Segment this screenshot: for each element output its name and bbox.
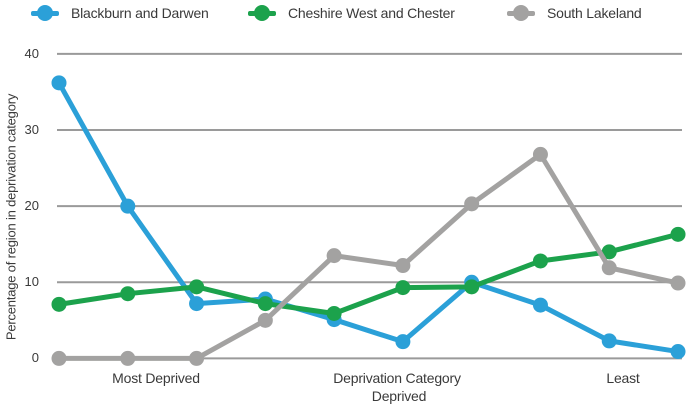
- y-tick-label: 30: [24, 122, 39, 138]
- data-point: [670, 226, 686, 242]
- series-line: [56, 151, 681, 361]
- data-point: [601, 260, 617, 276]
- data-point: [601, 333, 617, 349]
- data-point: [257, 296, 273, 312]
- data-point: [189, 279, 205, 295]
- data-point: [395, 334, 411, 350]
- data-point: [120, 286, 136, 302]
- data-point: [464, 279, 480, 295]
- y-tick-label: 20: [24, 198, 39, 214]
- data-point: [120, 198, 136, 214]
- data-point: [189, 296, 205, 312]
- y-tick-label: 40: [24, 45, 39, 61]
- data-point: [326, 305, 342, 321]
- data-point: [532, 146, 548, 162]
- y-tick-label: 10: [24, 274, 39, 290]
- legend-item-south-lakeland: South Lakeland: [507, 4, 642, 22]
- data-point: [670, 344, 686, 360]
- data-point: [532, 253, 548, 269]
- dot-icon: [513, 5, 529, 21]
- x-tick-label-most-deprived: Most Deprived: [112, 370, 200, 386]
- legend-item-blackburn: Blackburn and Darwen: [31, 4, 209, 22]
- data-point: [326, 248, 342, 264]
- data-point: [601, 244, 617, 260]
- x-tick-label-deprived: Deprived: [371, 388, 427, 404]
- data-point: [464, 196, 480, 212]
- line-marker-icon: [507, 5, 535, 21]
- data-point: [395, 258, 411, 274]
- data-point: [395, 280, 411, 296]
- dot-icon: [37, 5, 53, 21]
- data-point: [51, 350, 67, 366]
- data-point: [51, 296, 67, 312]
- x-axis-title: Deprivation Category: [333, 370, 461, 386]
- data-point: [51, 75, 67, 91]
- series-line: [56, 231, 681, 316]
- dot-icon: [254, 5, 270, 21]
- data-point: [189, 350, 205, 366]
- y-tick-label: 0: [31, 350, 39, 366]
- line-marker-icon: [31, 5, 59, 21]
- data-point: [670, 275, 686, 291]
- line-marker-icon: [248, 5, 276, 21]
- series-line: [56, 80, 681, 355]
- data-point: [532, 297, 548, 313]
- legend-label: Cheshire West and Chester: [288, 5, 455, 21]
- legend-label: Blackburn and Darwen: [71, 5, 209, 21]
- x-tick-label-least: Least: [606, 370, 640, 386]
- legend-item-cheshire: Cheshire West and Chester: [248, 4, 455, 22]
- legend-label: South Lakeland: [547, 5, 642, 21]
- data-point: [257, 312, 273, 328]
- data-point: [120, 350, 136, 366]
